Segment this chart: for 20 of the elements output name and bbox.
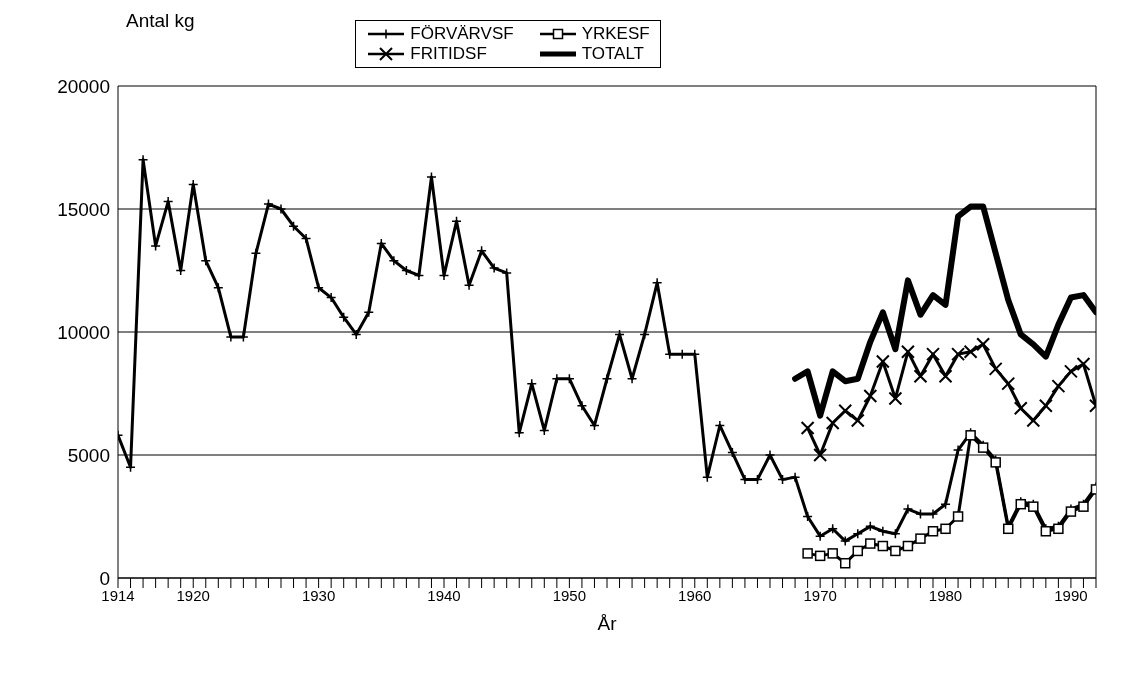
x-tick-label: 1960	[678, 586, 712, 604]
x-tick-label: 1950	[552, 586, 587, 604]
legend-label: YRKESF	[581, 24, 650, 44]
x-tick-label: 1914	[101, 586, 135, 604]
x-tick-label: 1970	[803, 586, 837, 604]
x-tick-label: 1930	[301, 586, 336, 604]
x-tick-label: 1920	[176, 586, 210, 604]
legend-label: FÖRVÄRVSF	[410, 24, 514, 44]
y-tick-label: 20000	[57, 75, 110, 97]
x-tick-label: 1990	[1054, 586, 1088, 604]
y-tick-label: 0	[99, 567, 110, 589]
x-tick-label: 1980	[928, 586, 963, 604]
y-tick-label: 5000	[67, 444, 110, 466]
legend-label: TOTALT	[581, 44, 644, 64]
x-tick-label: 1940	[427, 586, 461, 604]
y-tick-label: 15000	[57, 198, 110, 220]
x-axis-title: År	[597, 613, 618, 634]
y-axis-title: Antal kg	[126, 10, 195, 32]
y-tick-label: 10000	[57, 321, 110, 343]
legend-label: FRITIDSF	[410, 44, 487, 64]
